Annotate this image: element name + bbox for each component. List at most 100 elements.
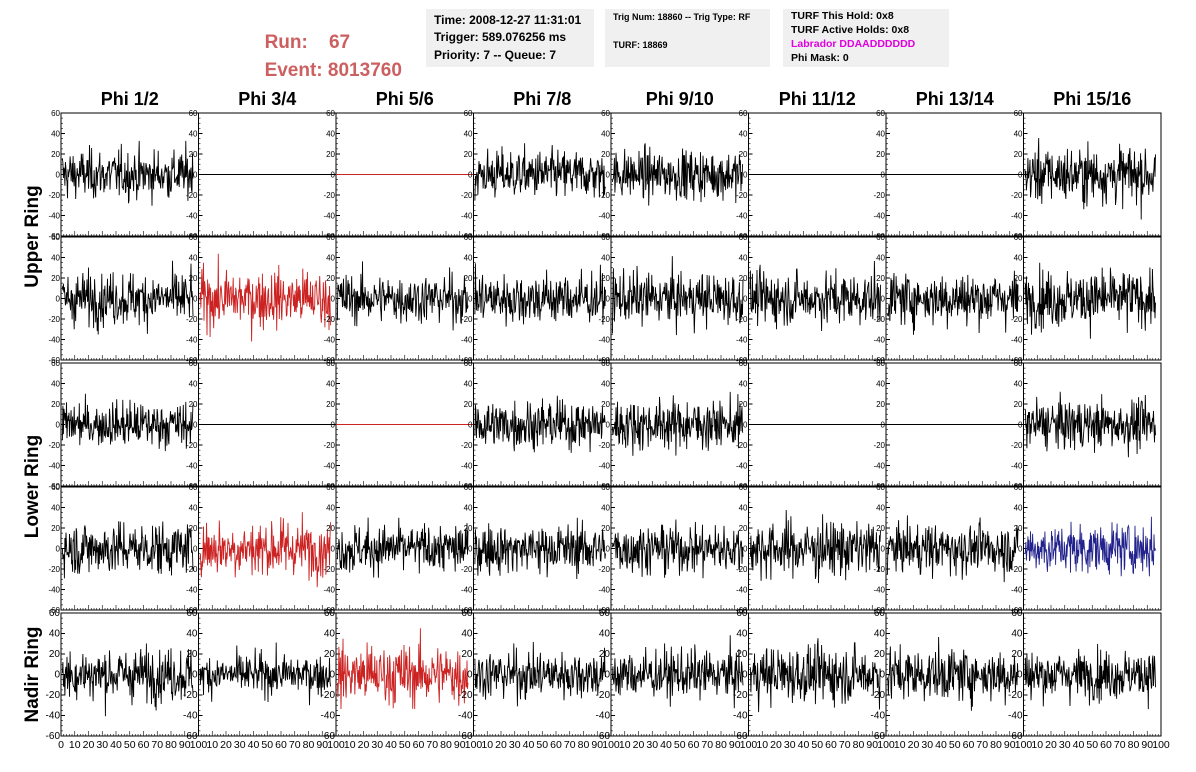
y-tick-label: 60 bbox=[464, 483, 473, 492]
y-tick-label: -20 bbox=[186, 191, 198, 200]
y-tick-label: 0 bbox=[331, 421, 336, 430]
x-tick-label: 20 bbox=[770, 739, 782, 751]
y-tick-label: -40 bbox=[323, 336, 335, 345]
x-tick-label: 70 bbox=[151, 739, 163, 751]
x-tick-label: 30 bbox=[921, 739, 933, 751]
y-tick-label: 0 bbox=[604, 670, 610, 681]
y-tick-label: -20 bbox=[461, 441, 473, 450]
y-tick-label: 0 bbox=[742, 670, 748, 681]
x-tick-label: 80 bbox=[165, 739, 177, 751]
y-tick-label: -20 bbox=[323, 565, 335, 574]
y-tick-label: 60 bbox=[189, 233, 198, 242]
y-tick-label: 40 bbox=[876, 504, 885, 513]
y-tick-label: 60 bbox=[461, 608, 473, 619]
y-tick-label: -20 bbox=[1008, 690, 1023, 701]
y-tick-label: -40 bbox=[736, 336, 748, 345]
waveform-trace bbox=[749, 509, 881, 584]
y-tick-label: 20 bbox=[1014, 400, 1023, 409]
run-value: 67 bbox=[328, 32, 351, 53]
y-tick-label: -40 bbox=[186, 212, 198, 221]
x-tick-label: 60 bbox=[550, 739, 562, 751]
y-tick-label: 20 bbox=[464, 524, 473, 533]
y-tick-label: -20 bbox=[48, 315, 60, 324]
x-tick-label: 20 bbox=[220, 739, 232, 751]
y-tick-label: 20 bbox=[189, 524, 198, 533]
x-tick-label: 40 bbox=[523, 739, 535, 751]
y-tick-label: 60 bbox=[326, 483, 335, 492]
y-tick-label: 60 bbox=[874, 608, 886, 619]
y-tick-label: 20 bbox=[51, 150, 60, 159]
y-tick-label: 40 bbox=[599, 629, 611, 640]
x-tick-label: 40 bbox=[798, 739, 810, 751]
x-tick-label: 40 bbox=[110, 739, 122, 751]
waveform-trace bbox=[611, 635, 744, 709]
waveform-trace bbox=[474, 143, 606, 200]
y-tick-label: 40 bbox=[876, 254, 885, 263]
y-tick-label: 60 bbox=[49, 608, 61, 619]
y-tick-label: 20 bbox=[599, 649, 611, 660]
event-label: Event: bbox=[264, 60, 323, 81]
y-tick-label: -60 bbox=[598, 356, 610, 365]
x-tick-label: 50 bbox=[1086, 739, 1098, 751]
y-tick-label: 0 bbox=[54, 670, 60, 681]
y-tick-label: 0 bbox=[606, 171, 611, 180]
x-tick-label: 0 bbox=[58, 739, 64, 751]
y-tick-label: -60 bbox=[736, 606, 748, 615]
y-tick-label: -60 bbox=[736, 356, 748, 365]
y-tick-label: 60 bbox=[739, 359, 748, 368]
y-tick-label: 0 bbox=[193, 545, 198, 554]
y-tick-label: 0 bbox=[879, 670, 885, 681]
y-tick-label: 60 bbox=[601, 359, 610, 368]
y-tick-label: 40 bbox=[1011, 629, 1023, 640]
y-tick-label: 0 bbox=[1018, 295, 1023, 304]
y-tick-label: 20 bbox=[186, 649, 198, 660]
run-label: Run: bbox=[264, 32, 308, 53]
y-tick-label: 40 bbox=[186, 629, 198, 640]
y-tick-label: 20 bbox=[51, 274, 60, 283]
y-tick-label: 40 bbox=[601, 380, 610, 389]
y-tick-label: 40 bbox=[1014, 380, 1023, 389]
y-tick-label: -20 bbox=[321, 690, 336, 701]
y-tick-label: -40 bbox=[323, 212, 335, 221]
x-tick-label: 90 bbox=[179, 739, 191, 751]
x-tick-label: 20 bbox=[908, 739, 920, 751]
y-tick-label: 0 bbox=[193, 421, 198, 430]
x-tick-label: 80 bbox=[440, 739, 452, 751]
waveform-trace bbox=[336, 628, 469, 710]
y-tick-label: 40 bbox=[326, 504, 335, 513]
x-tick-label: 50 bbox=[399, 739, 411, 751]
y-tick-label: -60 bbox=[873, 356, 885, 365]
waveform-trace bbox=[61, 643, 194, 717]
x-tick-label: 70 bbox=[564, 739, 576, 751]
y-tick-label: -60 bbox=[596, 731, 611, 742]
row-label: Lower Ring bbox=[22, 435, 43, 538]
x-tick-label: 80 bbox=[853, 739, 865, 751]
y-tick-label: 40 bbox=[601, 130, 610, 139]
y-tick-label: -20 bbox=[48, 565, 60, 574]
y-tick-label: 40 bbox=[189, 254, 198, 263]
y-tick-label: -20 bbox=[323, 441, 335, 450]
y-tick-label: -20 bbox=[48, 191, 60, 200]
y-tick-label: 20 bbox=[51, 400, 60, 409]
y-tick-label: 0 bbox=[1018, 421, 1023, 430]
y-tick-label: 20 bbox=[739, 524, 748, 533]
y-tick-label: -20 bbox=[598, 441, 610, 450]
y-tick-label: 20 bbox=[876, 150, 885, 159]
y-tick-label: 60 bbox=[739, 483, 748, 492]
y-tick-label: 0 bbox=[468, 545, 473, 554]
waveform-trace bbox=[474, 517, 606, 580]
y-tick-label: -60 bbox=[323, 606, 335, 615]
y-tick-label: 20 bbox=[601, 400, 610, 409]
y-tick-label: -40 bbox=[733, 711, 748, 722]
y-tick-label: 60 bbox=[1014, 483, 1023, 492]
x-tick-label: 20 bbox=[83, 739, 95, 751]
